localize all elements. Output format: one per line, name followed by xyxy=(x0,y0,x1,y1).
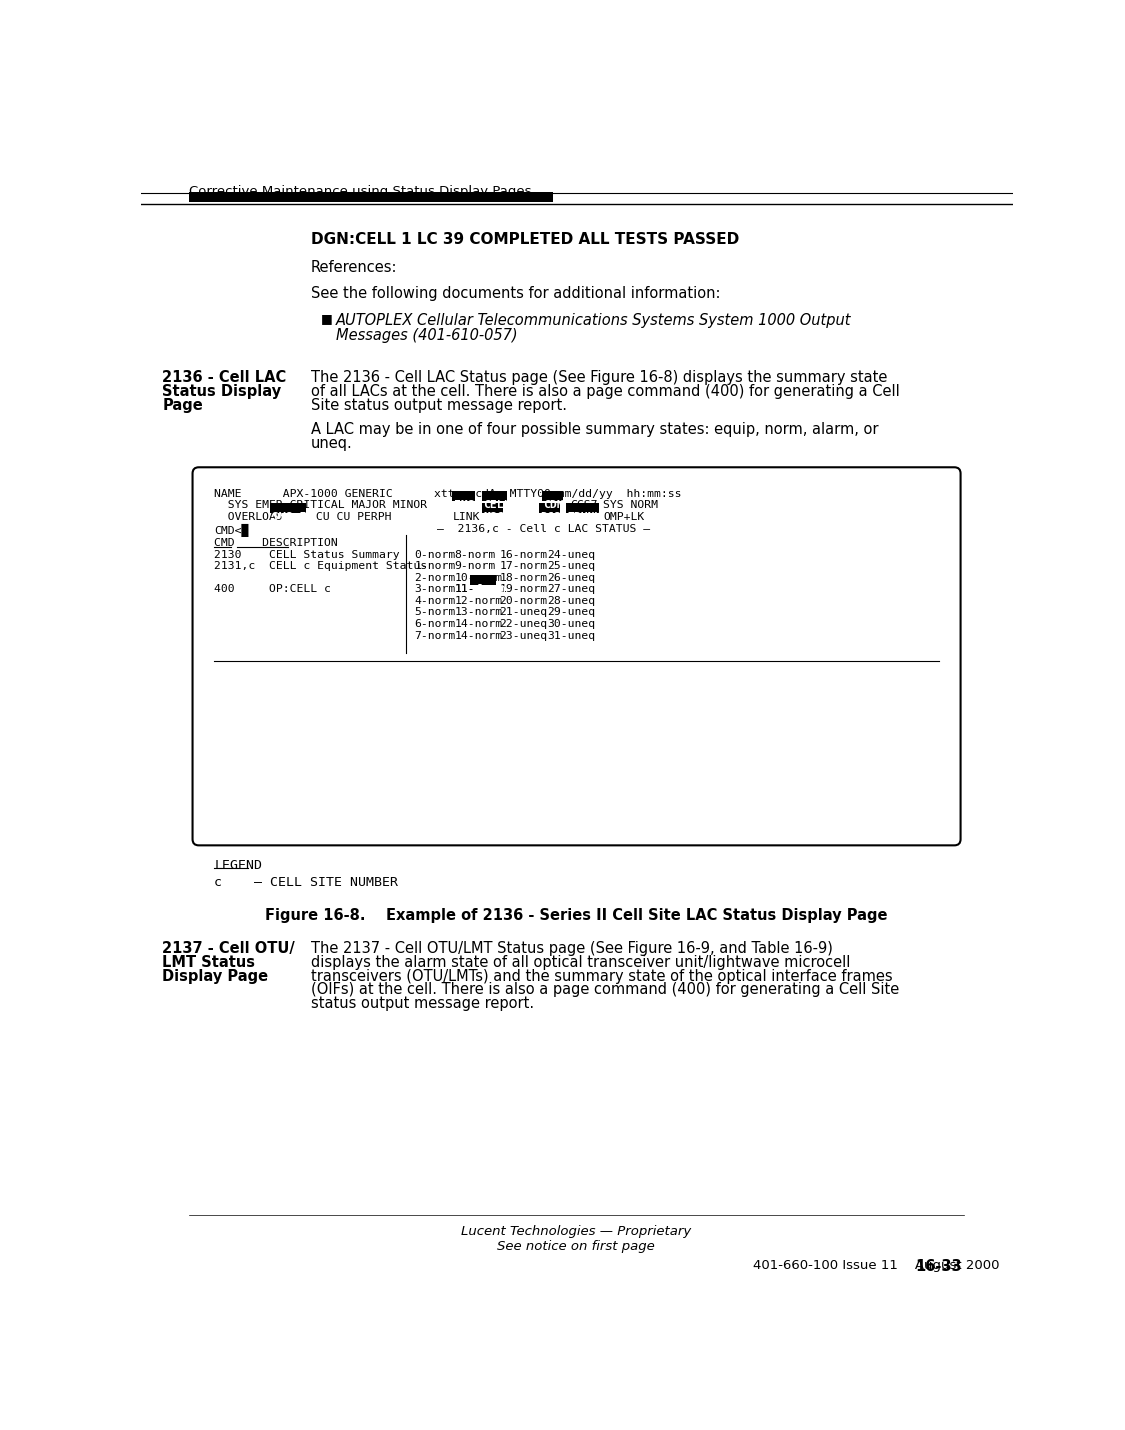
Text: 17-norm: 17-norm xyxy=(500,561,548,571)
Text: AUTOPLEX Cellular Telecommunications Systems System 1000 Output: AUTOPLEX Cellular Telecommunications Sys… xyxy=(336,313,852,327)
FancyBboxPatch shape xyxy=(482,490,507,500)
Text: 18-norm: 18-norm xyxy=(500,573,548,583)
Text: CMD    DESCRIPTION: CMD DESCRIPTION xyxy=(214,538,338,548)
Text: 28-uneq: 28-uneq xyxy=(548,596,595,606)
Text: 2-norm: 2-norm xyxy=(414,573,456,583)
Text: Lucent Technologies — Proprietary: Lucent Technologies — Proprietary xyxy=(461,1226,691,1238)
Text: 11-: 11- xyxy=(455,585,475,595)
Text: Page: Page xyxy=(162,398,204,413)
Text: 2136 - Cell LAC: 2136 - Cell LAC xyxy=(162,370,287,385)
Text: displays the alarm state of all optical transceiver unit/lightwave microcell: displays the alarm state of all optical … xyxy=(312,955,850,970)
FancyBboxPatch shape xyxy=(539,503,560,513)
Text: DCS: DCS xyxy=(540,512,561,522)
Text: 11-: 11- xyxy=(455,585,475,595)
Text: 8-norm: 8-norm xyxy=(455,549,496,559)
Text: CDN: CDN xyxy=(543,500,565,511)
Text: status output message report.: status output message report. xyxy=(312,997,534,1011)
Text: alarm: alarm xyxy=(471,585,506,595)
Text: 14-norm: 14-norm xyxy=(455,631,503,641)
Text: transceivers (OTU/LMTs) and the summary state of the optical interface frames: transceivers (OTU/LMTs) and the summary … xyxy=(312,968,893,984)
Text: 16-norm: 16-norm xyxy=(500,549,548,559)
Text: See the following documents for additional information:: See the following documents for addition… xyxy=(312,286,721,300)
Text: 25-uneq: 25-uneq xyxy=(548,561,595,571)
FancyBboxPatch shape xyxy=(470,575,496,585)
Text: SYS EMER CRITICAL MAJOR MINOR: SYS EMER CRITICAL MAJOR MINOR xyxy=(214,500,428,511)
Text: Messages (401-610-057): Messages (401-610-057) xyxy=(336,327,518,343)
FancyBboxPatch shape xyxy=(452,490,476,500)
Text: 4-norm: 4-norm xyxy=(414,596,456,606)
Text: SYS NORM: SYS NORM xyxy=(603,500,658,511)
Text: OVERLOAD: OVERLOAD xyxy=(214,512,284,522)
Text: c    – CELL SITE NUMBER: c – CELL SITE NUMBER xyxy=(214,877,398,889)
Text: 2130    CELL Status Summary: 2130 CELL Status Summary xyxy=(214,549,399,559)
Text: LMT Status: LMT Status xyxy=(162,955,255,970)
Text: 21-uneq: 21-uneq xyxy=(500,608,548,618)
Text: Site status output message report.: Site status output message report. xyxy=(312,398,567,413)
Text: uneq.: uneq. xyxy=(312,436,353,450)
Text: A LAC may be in one of four possible summary states: equip, norm, alarm, or: A LAC may be in one of four possible sum… xyxy=(312,422,879,436)
FancyBboxPatch shape xyxy=(482,503,503,513)
Text: The 2136 - Cell LAC Status page (See Figure 16-8) displays the summary state: The 2136 - Cell LAC Status page (See Fig… xyxy=(312,370,888,385)
Text: 13-norm: 13-norm xyxy=(455,608,503,618)
Text: 6-norm: 6-norm xyxy=(414,619,456,629)
Text: of all LACs at the cell. There is also a page command (400) for generating a Cel: of all LACs at the cell. There is also a… xyxy=(312,385,900,399)
Text: 10-norm: 10-norm xyxy=(455,573,503,583)
Text: 27-uneq: 27-uneq xyxy=(548,585,595,595)
Text: See notice on first page: See notice on first page xyxy=(497,1240,655,1253)
Text: 19-norm: 19-norm xyxy=(500,585,548,595)
Text: 1-norm: 1-norm xyxy=(414,561,456,571)
Text: 9-norm: 9-norm xyxy=(455,561,496,571)
Text: 2131,c  CELL c Equipment Status: 2131,c CELL c Equipment Status xyxy=(214,561,428,571)
FancyBboxPatch shape xyxy=(566,503,598,513)
Text: NAME      APX-1000 GENERIC      xttya-cdA  MTTY00 mm/dd/yy  hh:mm:ss: NAME APX-1000 GENERIC xttya-cdA MTTY00 m… xyxy=(214,489,682,499)
Text: 3-norm: 3-norm xyxy=(414,585,456,595)
Text: OMP+LK: OMP+LK xyxy=(603,512,645,522)
Text: (OIFs) at the cell. There is also a page command (400) for generating a Cell Sit: (OIFs) at the cell. There is also a page… xyxy=(312,982,899,997)
Text: 30-uneq: 30-uneq xyxy=(548,619,595,629)
Text: 2137 - Cell OTU/: 2137 - Cell OTU/ xyxy=(162,941,295,955)
Text: TRUNK: TRUNK xyxy=(568,512,602,522)
Text: LEGEND: LEGEND xyxy=(214,859,262,872)
Text: LINK: LINK xyxy=(453,512,480,522)
Text: SYS INH: SYS INH xyxy=(271,512,320,522)
Text: Display Page: Display Page xyxy=(162,968,269,984)
FancyBboxPatch shape xyxy=(270,503,306,513)
Text: 31-uneq: 31-uneq xyxy=(548,631,595,641)
Text: 24-uneq: 24-uneq xyxy=(548,549,595,559)
Text: Corrective Maintenance using Status Display Pages: Corrective Maintenance using Status Disp… xyxy=(189,186,531,199)
Text: 22-uneq: 22-uneq xyxy=(500,619,548,629)
Text: 14-norm: 14-norm xyxy=(455,619,503,629)
Text: 20-norm: 20-norm xyxy=(500,596,548,606)
FancyBboxPatch shape xyxy=(189,192,552,203)
Text: 0-norm: 0-norm xyxy=(414,549,456,559)
Text: Status Display: Status Display xyxy=(162,385,281,399)
Text: CCS7: CCS7 xyxy=(570,500,597,511)
Text: 16-33: 16-33 xyxy=(916,1258,962,1274)
Text: IMS: IMS xyxy=(453,500,475,511)
Text: 29-uneq: 29-uneq xyxy=(548,608,595,618)
Text: DGN:CELL 1 LC 39 COMPLETED ALL TESTS PASSED: DGN:CELL 1 LC 39 COMPLETED ALL TESTS PAS… xyxy=(312,232,739,246)
Text: CMD<█: CMD<█ xyxy=(214,523,249,536)
Text: 12-norm: 12-norm xyxy=(455,596,503,606)
Text: 400     OP:CELL c: 400 OP:CELL c xyxy=(214,585,331,595)
Text: Figure 16-8.    Example of 2136 - Series II Cell Site LAC Status Display Page: Figure 16-8. Example of 2136 - Series II… xyxy=(264,908,888,924)
Text: 23-uneq: 23-uneq xyxy=(500,631,548,641)
Text: CELL: CELL xyxy=(483,500,511,511)
Text: 5-norm: 5-norm xyxy=(414,608,456,618)
FancyBboxPatch shape xyxy=(542,490,562,500)
Text: CU CU PERPH: CU CU PERPH xyxy=(308,512,391,522)
FancyBboxPatch shape xyxy=(192,468,961,845)
Text: 26-uneq: 26-uneq xyxy=(548,573,595,583)
Text: References:: References: xyxy=(312,260,397,275)
Text: The 2137 - Cell OTU/LMT Status page (See Figure 16-9, and Table 16-9): The 2137 - Cell OTU/LMT Status page (See… xyxy=(312,941,832,955)
Text: MSC: MSC xyxy=(483,512,504,522)
Text: —  2136,c - Cell c LAC STATUS —: — 2136,c - Cell c LAC STATUS — xyxy=(438,525,650,535)
Text: 401-660-100 Issue 11    August 2000: 401-660-100 Issue 11 August 2000 xyxy=(753,1258,999,1271)
Text: ■: ■ xyxy=(321,313,332,326)
Text: 7-norm: 7-norm xyxy=(414,631,456,641)
